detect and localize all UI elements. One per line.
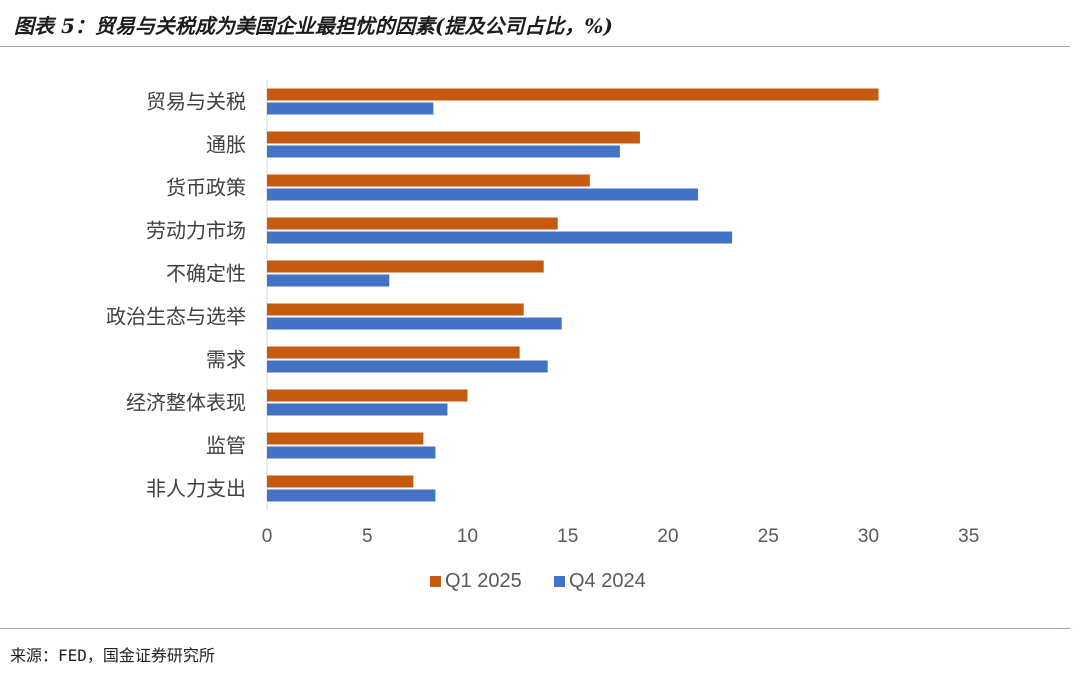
bar xyxy=(267,489,436,502)
bar xyxy=(267,389,468,402)
bar-chart: 贸易与关税通胀货币政策劳动力市场不确定性政治生态与选举需求经济整体表现监管非人力… xyxy=(106,80,979,592)
bar xyxy=(267,346,520,359)
category-label: 需求 xyxy=(206,348,246,372)
bar xyxy=(267,231,733,244)
x-tick-label: 0 xyxy=(262,526,273,547)
x-tick-label: 15 xyxy=(557,526,578,547)
bar xyxy=(267,88,879,101)
x-tick-label: 35 xyxy=(958,526,979,547)
legend-swatch xyxy=(554,576,565,587)
legend-label: Q1 2025 xyxy=(445,570,522,592)
category-label: 政治生态与选举 xyxy=(106,305,246,329)
category-label: 经济整体表现 xyxy=(126,391,246,415)
x-tick-label: 5 xyxy=(362,526,373,547)
bar xyxy=(267,274,390,287)
x-tick-label: 10 xyxy=(457,526,478,547)
bar xyxy=(267,102,434,115)
bar xyxy=(267,475,414,488)
x-tick-label: 20 xyxy=(657,526,678,547)
category-label: 非人力支出 xyxy=(146,477,246,501)
category-label: 不确定性 xyxy=(166,262,246,286)
x-tick-label: 30 xyxy=(858,526,879,547)
bar xyxy=(267,174,590,187)
legend-label: Q4 2024 xyxy=(569,570,646,592)
legend-swatch xyxy=(430,576,441,587)
category-label: 贸易与关税 xyxy=(146,90,246,114)
bar xyxy=(267,145,620,158)
category-label: 监管 xyxy=(206,434,246,458)
source-note: 来源：FED，国金证券研究所 xyxy=(10,646,215,665)
bar xyxy=(267,260,544,273)
category-label: 劳动力市场 xyxy=(146,219,246,243)
x-tick-label: 25 xyxy=(758,526,779,547)
bar xyxy=(267,403,448,416)
bar xyxy=(267,303,524,316)
bar xyxy=(267,317,562,330)
category-label: 通胀 xyxy=(206,133,246,157)
title-divider xyxy=(0,46,1070,47)
bar xyxy=(267,360,548,373)
source-divider xyxy=(0,628,1070,629)
bar xyxy=(267,217,558,230)
category-label: 货币政策 xyxy=(166,176,246,200)
bar xyxy=(267,188,699,201)
bar xyxy=(267,446,436,459)
figure-title: 图表 5：贸易与关税成为美国企业最担忧的因素(提及公司占比，%) xyxy=(14,14,613,38)
bar xyxy=(267,432,424,445)
bar xyxy=(267,131,640,144)
